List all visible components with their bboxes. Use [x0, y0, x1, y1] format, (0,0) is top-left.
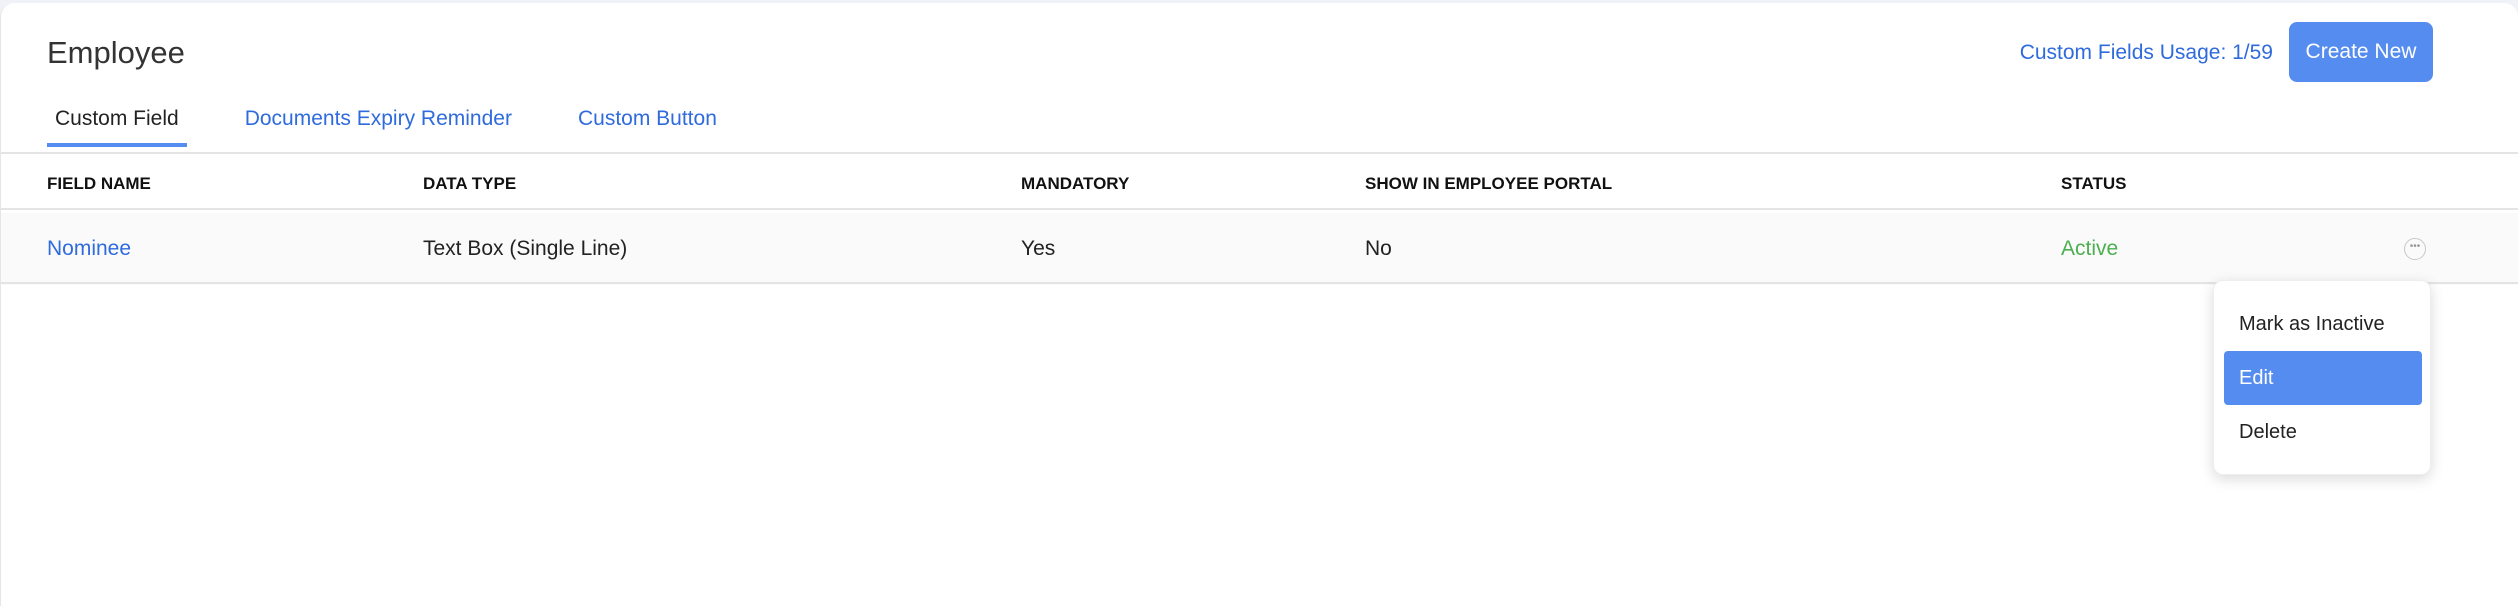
divider — [1, 282, 2518, 284]
column-header-data-type: DATA TYPE — [423, 174, 517, 193]
column-header-field-name: FIELD NAME — [47, 174, 151, 193]
table-row — [1, 213, 2518, 285]
row-actions-menu: Mark as Inactive Edit Delete — [2213, 280, 2431, 475]
show-in-portal-cell: No — [1365, 237, 1392, 260]
divider — [1, 208, 2518, 210]
ellipsis-circle-icon[interactable]: ••• — [2404, 238, 2426, 260]
menu-item-delete[interactable]: Delete — [2239, 421, 2297, 443]
tab-bar: Custom Field Documents Expiry Reminder C… — [47, 107, 775, 147]
menu-item-mark-inactive[interactable]: Mark as Inactive — [2239, 313, 2385, 335]
field-name-link[interactable]: Nominee — [47, 237, 132, 260]
page-title: Employee — [47, 35, 185, 70]
custom-fields-usage-link[interactable]: Custom Fields Usage: 1/59 — [2019, 41, 2273, 64]
column-header-show-in-portal: SHOW IN EMPLOYEE PORTAL — [1365, 174, 1613, 193]
data-type-cell: Text Box (Single Line) — [423, 237, 628, 260]
tab-custom-button[interactable]: Custom Button — [577, 107, 717, 130]
status-badge: Active — [2061, 237, 2119, 260]
mandatory-cell: Yes — [1021, 237, 1056, 260]
column-header-mandatory: MANDATORY — [1021, 174, 1130, 193]
tab-custom-field[interactable]: Custom Field — [47, 107, 187, 147]
main-card: Employee Custom Fields Usage: 1/59 Creat… — [0, 3, 2518, 606]
column-header-status: STATUS — [2061, 174, 2127, 193]
menu-item-edit[interactable]: Edit — [2224, 351, 2422, 405]
divider — [1, 152, 2518, 154]
tab-documents-expiry-reminder[interactable]: Documents Expiry Reminder — [244, 107, 512, 130]
create-new-button[interactable]: Create New — [2289, 22, 2433, 82]
